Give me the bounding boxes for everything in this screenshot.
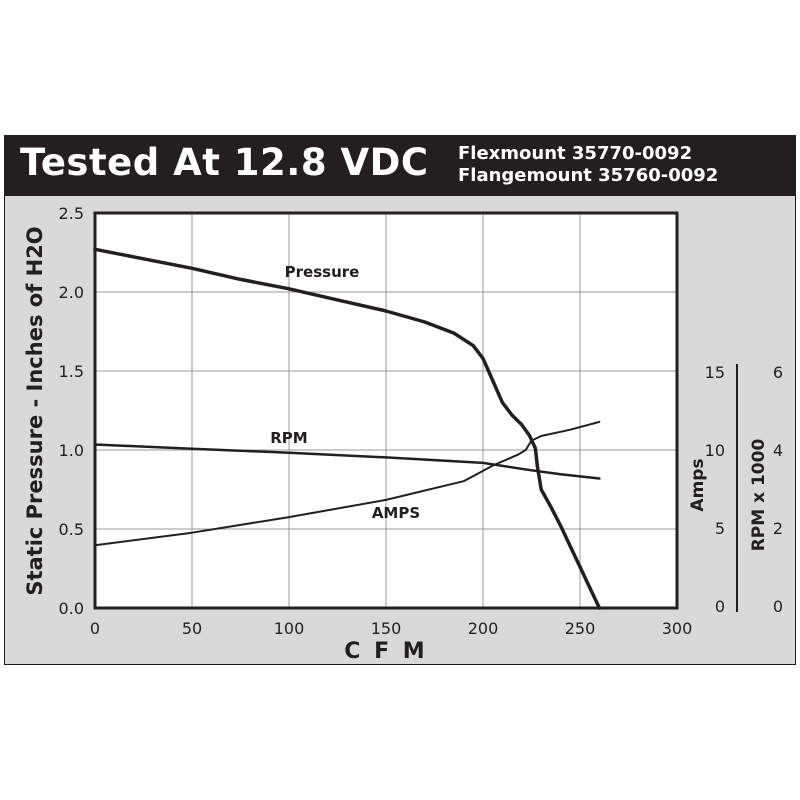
- y-tick-label: 2.5: [59, 204, 84, 223]
- x-tick-label: 200: [468, 619, 499, 638]
- x-tick-labels: 0 50 100 150 200 250 300: [90, 619, 692, 638]
- y-tick-label: 0.0: [59, 599, 84, 618]
- plot-border: [93, 211, 679, 610]
- x-tick-label: 0: [90, 619, 100, 638]
- amps-tick-label: 0: [715, 597, 725, 616]
- amps-axis-label: Amps: [688, 458, 708, 511]
- y-tick-label: 1.0: [59, 441, 84, 460]
- rpm-tick-labels: 0 2 4 6: [773, 363, 783, 616]
- pressure-line: [93, 247, 602, 610]
- y-tick-labels: 0.0 0.5 1.0 1.5 2.0 2.5: [59, 204, 84, 618]
- series-group: [93, 247, 602, 610]
- x-tick-label: 100: [274, 619, 305, 638]
- pressure-series-label: Pressure: [285, 263, 360, 281]
- title-bar: [4, 135, 796, 196]
- x-axis-label: C F M: [344, 639, 427, 664]
- rpm-series-label: RPM: [270, 429, 307, 447]
- rpm-tick-label: 0: [773, 597, 783, 616]
- model-flangemount: Flangemount 35760-0092: [458, 165, 719, 186]
- amps-series-label: AMPS: [372, 504, 420, 522]
- amps-line: [94, 420, 601, 547]
- y-tick-label: 2.0: [59, 283, 84, 302]
- rpm-tick-label: 6: [773, 363, 783, 382]
- x-tick-label: 50: [182, 619, 202, 638]
- amps-tick-labels: 0 5 10 15: [705, 363, 725, 616]
- amps-tick-label: 10: [705, 441, 725, 460]
- amps-tick-label: 5: [715, 519, 725, 538]
- x-tick-label: 150: [371, 619, 402, 638]
- x-tick-label: 300: [662, 619, 693, 638]
- x-tick-label: 250: [565, 619, 596, 638]
- rpm-line: [93, 443, 601, 480]
- chart-title: Tested At 12.8 VDC: [20, 141, 429, 184]
- y-tick-label: 0.5: [59, 520, 84, 539]
- rpm-tick-label: 4: [773, 441, 783, 460]
- rpm-axis-label: RPM x 1000: [749, 439, 769, 552]
- rpm-tick-label: 2: [773, 519, 783, 538]
- model-flexmount: Flexmount 35770-0092: [458, 143, 693, 164]
- y-axis-label: Static Pressure - Inches of H2O: [23, 226, 47, 595]
- y-tick-label: 1.5: [59, 362, 84, 381]
- amps-tick-label: 15: [705, 363, 725, 382]
